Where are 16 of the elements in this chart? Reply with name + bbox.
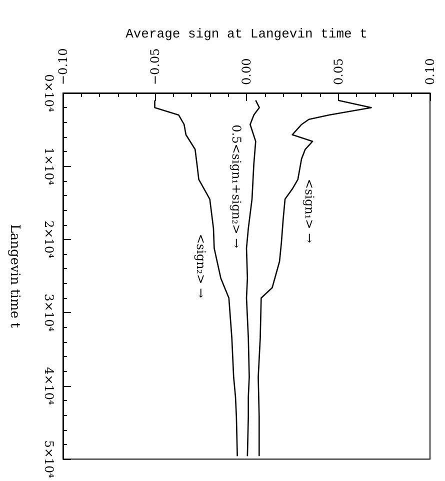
x-tick-label: 0.05 bbox=[331, 58, 346, 85]
x-tick-label: −0.05 bbox=[148, 48, 162, 85]
x-axis-title: Average sign at Langevin time t bbox=[126, 26, 368, 42]
x-tick-label: 0.10 bbox=[423, 58, 437, 85]
y-tick-label: 0×10⁴ bbox=[42, 74, 56, 112]
annotation: 0.5<sign₁+sign₂> → bbox=[230, 124, 244, 248]
y-axis-title: Langevin time t bbox=[7, 224, 22, 329]
x-tick-label: 0.00 bbox=[240, 58, 254, 85]
annotation: <sign₂> → bbox=[194, 234, 208, 298]
x-tick-label: −0.10 bbox=[56, 48, 70, 85]
y-tick-label: 1×10⁴ bbox=[42, 147, 56, 186]
y-tick-label: 5×10⁴ bbox=[42, 440, 56, 478]
annotation: <sign₁> → bbox=[302, 178, 316, 244]
y-tick-label: 2×10⁴ bbox=[42, 220, 56, 259]
y-tick-label: 3×10⁴ bbox=[42, 294, 56, 332]
y-tick-label: 4×10⁴ bbox=[42, 367, 56, 405]
